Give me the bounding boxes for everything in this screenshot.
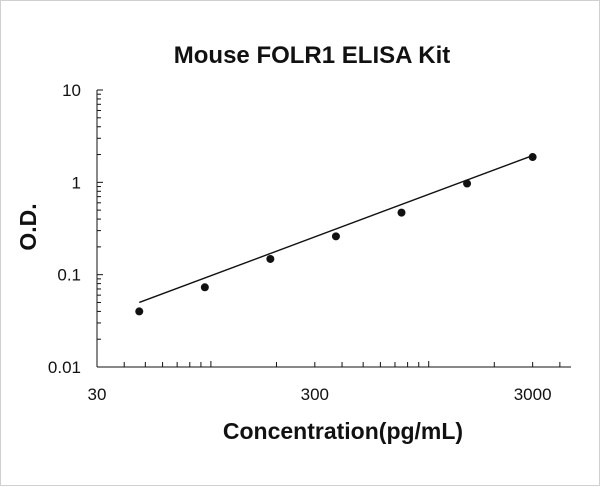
axes: 0.01 0.1 1 10 30 300 3000 bbox=[48, 81, 571, 404]
y-axis-title: O.D. bbox=[15, 203, 41, 250]
data-point bbox=[528, 153, 537, 162]
x-tick-label: 300 bbox=[301, 385, 329, 404]
x-tick-label: 3000 bbox=[514, 385, 552, 404]
chart-title: Mouse FOLR1 ELISA Kit bbox=[174, 42, 450, 69]
y-tick-label: 1 bbox=[72, 173, 81, 192]
data-point bbox=[331, 232, 340, 241]
data-point bbox=[200, 283, 209, 292]
data-point bbox=[397, 208, 406, 217]
y-tick-label: 10 bbox=[62, 81, 81, 100]
data-point bbox=[266, 254, 275, 263]
data-point bbox=[135, 307, 144, 316]
data-points bbox=[135, 153, 537, 316]
x-tick-label: 30 bbox=[88, 385, 107, 404]
x-axis-title: Concentration(pg/mL) bbox=[223, 418, 463, 444]
fit-line bbox=[139, 154, 533, 304]
fit-line-group bbox=[139, 154, 533, 304]
y-tick-label: 0.01 bbox=[48, 358, 81, 377]
y-tick-label: 0.1 bbox=[57, 266, 81, 285]
data-point bbox=[463, 179, 472, 188]
